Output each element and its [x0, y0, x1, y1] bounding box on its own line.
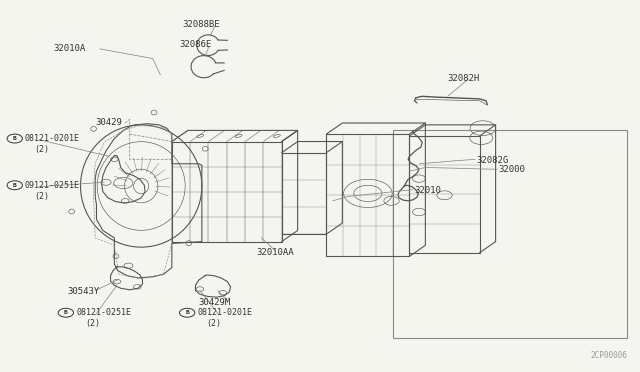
Text: 30429M: 30429M [198, 298, 231, 307]
Text: 32010AA: 32010AA [256, 248, 294, 257]
Text: (2): (2) [34, 192, 49, 201]
Text: (2): (2) [34, 145, 49, 154]
Text: 32088BE: 32088BE [182, 20, 220, 29]
Text: 08121-0251E: 08121-0251E [76, 308, 131, 317]
Text: B: B [13, 136, 17, 141]
Text: 09121-0251E: 09121-0251E [25, 181, 80, 190]
Text: (2): (2) [206, 320, 221, 328]
Text: 32010A: 32010A [53, 44, 85, 53]
Text: 08121-0201E: 08121-0201E [25, 134, 80, 143]
Text: (2): (2) [85, 320, 100, 328]
Text: B: B [13, 183, 17, 188]
Text: 32082H: 32082H [448, 74, 480, 83]
Text: 2CP00006: 2CP00006 [591, 351, 628, 360]
Text: 30429: 30429 [95, 119, 122, 128]
Text: 08121-0201E: 08121-0201E [197, 308, 252, 317]
Bar [394, 131, 627, 338]
Text: 32082G: 32082G [476, 155, 509, 164]
Text: B: B [64, 310, 68, 315]
Text: 32000: 32000 [499, 165, 525, 174]
Text: B: B [186, 310, 189, 315]
Text: 32010: 32010 [415, 186, 442, 195]
Text: 30543Y: 30543Y [68, 287, 100, 296]
Text: 32086E: 32086E [179, 40, 212, 49]
